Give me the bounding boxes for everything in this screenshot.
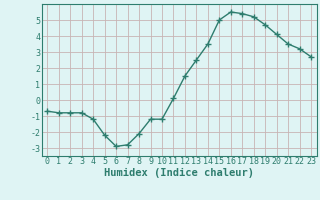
X-axis label: Humidex (Indice chaleur): Humidex (Indice chaleur): [104, 168, 254, 178]
